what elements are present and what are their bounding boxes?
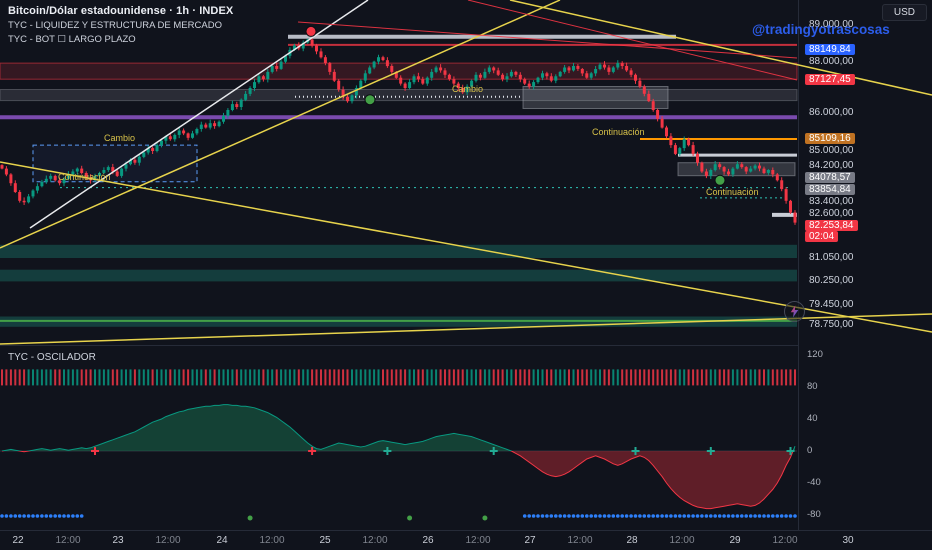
price-scale-label: 87127,45: [805, 73, 855, 85]
time-axis-label: 12:00: [772, 535, 798, 546]
price-scale-label: 88.000,00: [809, 55, 854, 67]
price-scale-label: 79.450,00: [809, 298, 854, 310]
time-axis-label: 29: [729, 535, 741, 546]
time-axis-label: 27: [524, 535, 536, 546]
chart-annotation-label: Cambio: [452, 84, 484, 94]
quick-action-button[interactable]: [784, 301, 805, 322]
symbol-legend[interactable]: Bitcoin/Dólar estadounidense · 1h · INDE…: [8, 5, 234, 17]
watermark: @tradingyotrascosas: [752, 22, 890, 37]
price-scale-label: 83.400,00: [809, 195, 854, 207]
zones: [0, 62, 798, 327]
price-scale[interactable]: 89.000,00 88149,84 88.000,00 87127,45 86.000…: [798, 0, 932, 530]
price-scale-label: 83854,84: [805, 183, 855, 195]
oscillator-title: TYC - OSCILADOR: [8, 352, 96, 363]
chart-annotation-label: Continuación: [58, 172, 111, 182]
time-axis-label: 12:00: [567, 535, 593, 546]
oscillator-cross-markers: [91, 447, 795, 455]
time-axis[interactable]: 22 12:00 23 12:00 24 12:00 25 12:00 26 12:00 27 12:…: [0, 530, 932, 550]
oscillator-blue-dots: [0, 514, 797, 518]
trendlines: [0, 0, 932, 345]
price-scale-label: 88149,84: [805, 43, 855, 55]
legend: Bitcoin/Dólar estadounidense · 1h · INDE…: [8, 5, 233, 45]
time-axis-label: 24: [216, 535, 228, 546]
price-scale-label: 86.000,00: [809, 106, 854, 118]
currency-toggle-button[interactable]: USD: [881, 4, 927, 21]
oscillator-pane[interactable]: TYC - OSCILADOR: [0, 345, 798, 531]
price-scale-label: 84078,57: [805, 171, 855, 183]
time-axis-label: 12:00: [55, 535, 81, 546]
oscillator-scale-label: -40: [807, 477, 821, 488]
oscillator-green-dots: [247, 515, 488, 521]
oscillator-chart[interactable]: [0, 346, 798, 531]
price-scale-label: 85.000,00: [809, 145, 854, 156]
time-axis-label: 22: [12, 535, 24, 546]
price-scale-label: 78.750,00: [809, 319, 854, 331]
chart-annotation-label: Cambio: [104, 133, 136, 143]
oscillator-scale-label: -80: [807, 509, 821, 520]
signal-markers: [305, 25, 726, 186]
indicator-legend-bot[interactable]: TYC - BOT ☐ LARGO PLAZO: [8, 34, 136, 45]
countdown-label: 02:04: [805, 230, 839, 242]
time-axis-label: 25: [319, 535, 331, 546]
oscillator-scale-label: 120: [807, 349, 823, 360]
last-price-label: 82.253,84: [805, 219, 858, 231]
price-scale-label: 82.600,00: [809, 207, 854, 219]
chart-annotation-label: Continuación: [592, 127, 645, 137]
oscillator-scale-label: 40: [807, 413, 818, 424]
time-axis-label: 12:00: [362, 535, 388, 546]
levels: [0, 34, 797, 322]
indicator-legend-liquidez[interactable]: TYC - LIQUIDEZ Y ESTRUCTURA DE MERCADO: [8, 20, 222, 31]
time-axis-label: 12:00: [669, 535, 695, 546]
chart-annotation-label: Continuación: [706, 187, 759, 197]
price-scale-label: 84.200,00: [809, 159, 854, 171]
lightning-icon: [790, 305, 799, 318]
price-scale-label: 80.250,00: [809, 275, 854, 287]
oscillator-histogram: [1, 369, 796, 386]
time-axis-label: 12:00: [155, 535, 181, 546]
oscillator-area: [1, 404, 796, 510]
oscillator-scale-label: 0: [807, 445, 813, 456]
price-chart[interactable]: [0, 0, 932, 345]
price-scale-label: 81.050,00: [809, 251, 854, 263]
oscillator-scale-label: 80: [807, 381, 818, 392]
time-axis-label: 28: [626, 535, 638, 546]
time-axis-label: 12:00: [259, 535, 285, 546]
candlesticks: [0, 37, 797, 225]
time-axis-label: 26: [422, 535, 434, 546]
time-axis-label: 30: [842, 535, 854, 546]
price-scale-label: 85109,16: [805, 133, 855, 144]
time-axis-label: 12:00: [465, 535, 491, 546]
time-axis-label: 23: [112, 535, 124, 546]
